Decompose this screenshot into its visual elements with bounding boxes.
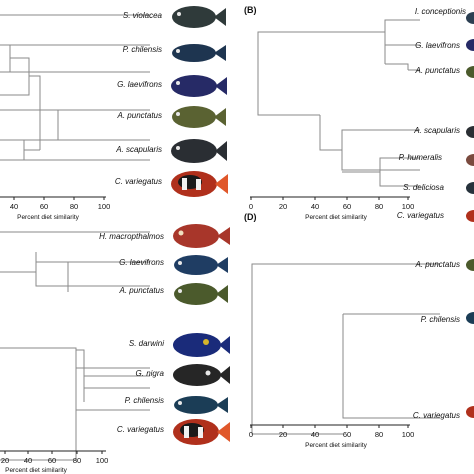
panel-c-species-label: G. laevifrons bbox=[119, 258, 164, 267]
panel-d-species-label: C. variegatus bbox=[413, 411, 460, 420]
fish-image bbox=[466, 39, 474, 51]
fish-image bbox=[174, 255, 228, 275]
panel-d: (D) A. punctatus P. chilensis C. variega… bbox=[244, 212, 474, 449]
panel-label: (B) bbox=[244, 5, 257, 15]
tick-label: 80 bbox=[70, 202, 78, 211]
fish-image bbox=[173, 419, 230, 445]
panel-a-x-axis: 40 60 80 100 Percent diet similarity bbox=[0, 196, 111, 221]
fish-image bbox=[466, 154, 474, 166]
panel-c-species-label: S. darwini bbox=[129, 339, 164, 348]
axis-label: Percent diet similarity bbox=[17, 214, 80, 221]
tick-label: 0 bbox=[249, 430, 253, 439]
panel-d-x-axis: 0 20 40 60 80 100 Percent diet similarit… bbox=[249, 424, 415, 449]
tick-label: 80 bbox=[375, 430, 383, 439]
panel-b-species-label: A. punctatus bbox=[415, 66, 460, 75]
panel-b-species-label: A. scapularis bbox=[413, 126, 460, 135]
fish-image bbox=[173, 224, 230, 248]
tick-label: 20 bbox=[279, 202, 287, 211]
panel-b-dendrogram bbox=[257, 19, 420, 187]
fish-image bbox=[466, 126, 474, 138]
panel-d-fish-images bbox=[466, 259, 474, 418]
panel-a-fish-images bbox=[171, 6, 228, 197]
panel-b: (B) I. conceptionis G. laevifrons A. pun… bbox=[244, 5, 474, 222]
fish-image bbox=[466, 182, 474, 194]
panel-c: H. macropthalmos G. laevifrons A. puncta… bbox=[0, 224, 230, 474]
panel-c-x-axis: 20 40 60 80 100 Percent diet similarity bbox=[0, 450, 109, 474]
panel-c-species-label: G. nigra bbox=[136, 369, 165, 378]
panel-b-species-label: G. laevifrons bbox=[415, 41, 460, 50]
fish-image bbox=[171, 139, 227, 163]
tick-label: 60 bbox=[343, 202, 351, 211]
panel-c-dendrogram bbox=[0, 231, 150, 461]
fish-image bbox=[466, 12, 474, 24]
tick-label: 60 bbox=[48, 456, 56, 465]
tick-label: 40 bbox=[10, 202, 18, 211]
panel-b-x-axis: 0 20 40 60 80 100 Percent diet similarit… bbox=[249, 196, 415, 221]
panel-a-species-label: S. violacea bbox=[123, 11, 163, 20]
tick-label: 40 bbox=[24, 456, 32, 465]
fish-image bbox=[172, 44, 226, 62]
fish-image bbox=[174, 283, 228, 305]
fish-image bbox=[174, 396, 228, 414]
panel-b-species-label: S. deliciosa bbox=[403, 183, 444, 192]
tick-label: 20 bbox=[279, 430, 287, 439]
panel-label: (D) bbox=[244, 212, 257, 222]
panel-a-leaf-lines bbox=[0, 14, 150, 161]
axis-label: Percent diet similarity bbox=[5, 467, 68, 474]
fish-image bbox=[466, 66, 474, 78]
tick-label: 100 bbox=[402, 202, 415, 211]
fish-image bbox=[171, 75, 227, 97]
panel-d-species-label: A. punctatus bbox=[415, 260, 460, 269]
tick-label: 40 bbox=[311, 202, 319, 211]
panel-b-fish-images bbox=[466, 12, 474, 222]
fish-image bbox=[466, 312, 474, 324]
fish-image bbox=[466, 259, 474, 271]
tick-label: 80 bbox=[375, 202, 383, 211]
panel-b-species-label: P. humeralis bbox=[399, 153, 442, 162]
panel-a: S. violacea P. chilensis G. laevifrons A… bbox=[0, 6, 228, 221]
tick-label: 20 bbox=[1, 456, 9, 465]
fish-image bbox=[172, 106, 226, 128]
tick-label: 100 bbox=[402, 430, 415, 439]
tick-label: 60 bbox=[40, 202, 48, 211]
panel-d-species-label: P. chilensis bbox=[421, 315, 460, 324]
panel-c-species-label: P. chilensis bbox=[125, 396, 164, 405]
panel-a-species-label: A. punctatus bbox=[117, 111, 162, 120]
tick-label: 0 bbox=[249, 202, 253, 211]
panel-a-species-label: P. chilensis bbox=[123, 45, 162, 54]
panel-a-species-label: G. laevifrons bbox=[117, 80, 162, 89]
panel-d-dendrogram bbox=[251, 263, 440, 435]
panel-b-species-label: C. variegatus bbox=[397, 211, 444, 220]
tick-label: 60 bbox=[343, 430, 351, 439]
fish-image bbox=[171, 171, 228, 197]
tick-label: 100 bbox=[96, 456, 109, 465]
panel-a-species-label: A. scapularis bbox=[115, 145, 162, 154]
panel-a-dendrogram bbox=[0, 44, 41, 161]
tick-label: 40 bbox=[311, 430, 319, 439]
fish-image bbox=[172, 6, 226, 28]
panel-b-species-label: I. conceptionis bbox=[415, 7, 466, 16]
panel-a-species-label: C. variegatus bbox=[115, 177, 162, 186]
tick-label: 100 bbox=[98, 202, 111, 211]
fish-image bbox=[173, 364, 230, 386]
panel-c-fish-images bbox=[173, 224, 230, 445]
fish-image bbox=[466, 210, 474, 222]
panel-c-species-label: A. punctatus bbox=[119, 286, 164, 295]
panel-c-species-label: C. variegatus bbox=[117, 425, 164, 434]
fish-image bbox=[173, 333, 230, 357]
axis-label: Percent diet similarity bbox=[305, 214, 368, 221]
panel-c-species-label: H. macropthalmos bbox=[99, 232, 164, 241]
axis-label: Percent diet similarity bbox=[305, 442, 368, 449]
fish-image bbox=[466, 406, 474, 418]
tick-label: 80 bbox=[73, 456, 81, 465]
